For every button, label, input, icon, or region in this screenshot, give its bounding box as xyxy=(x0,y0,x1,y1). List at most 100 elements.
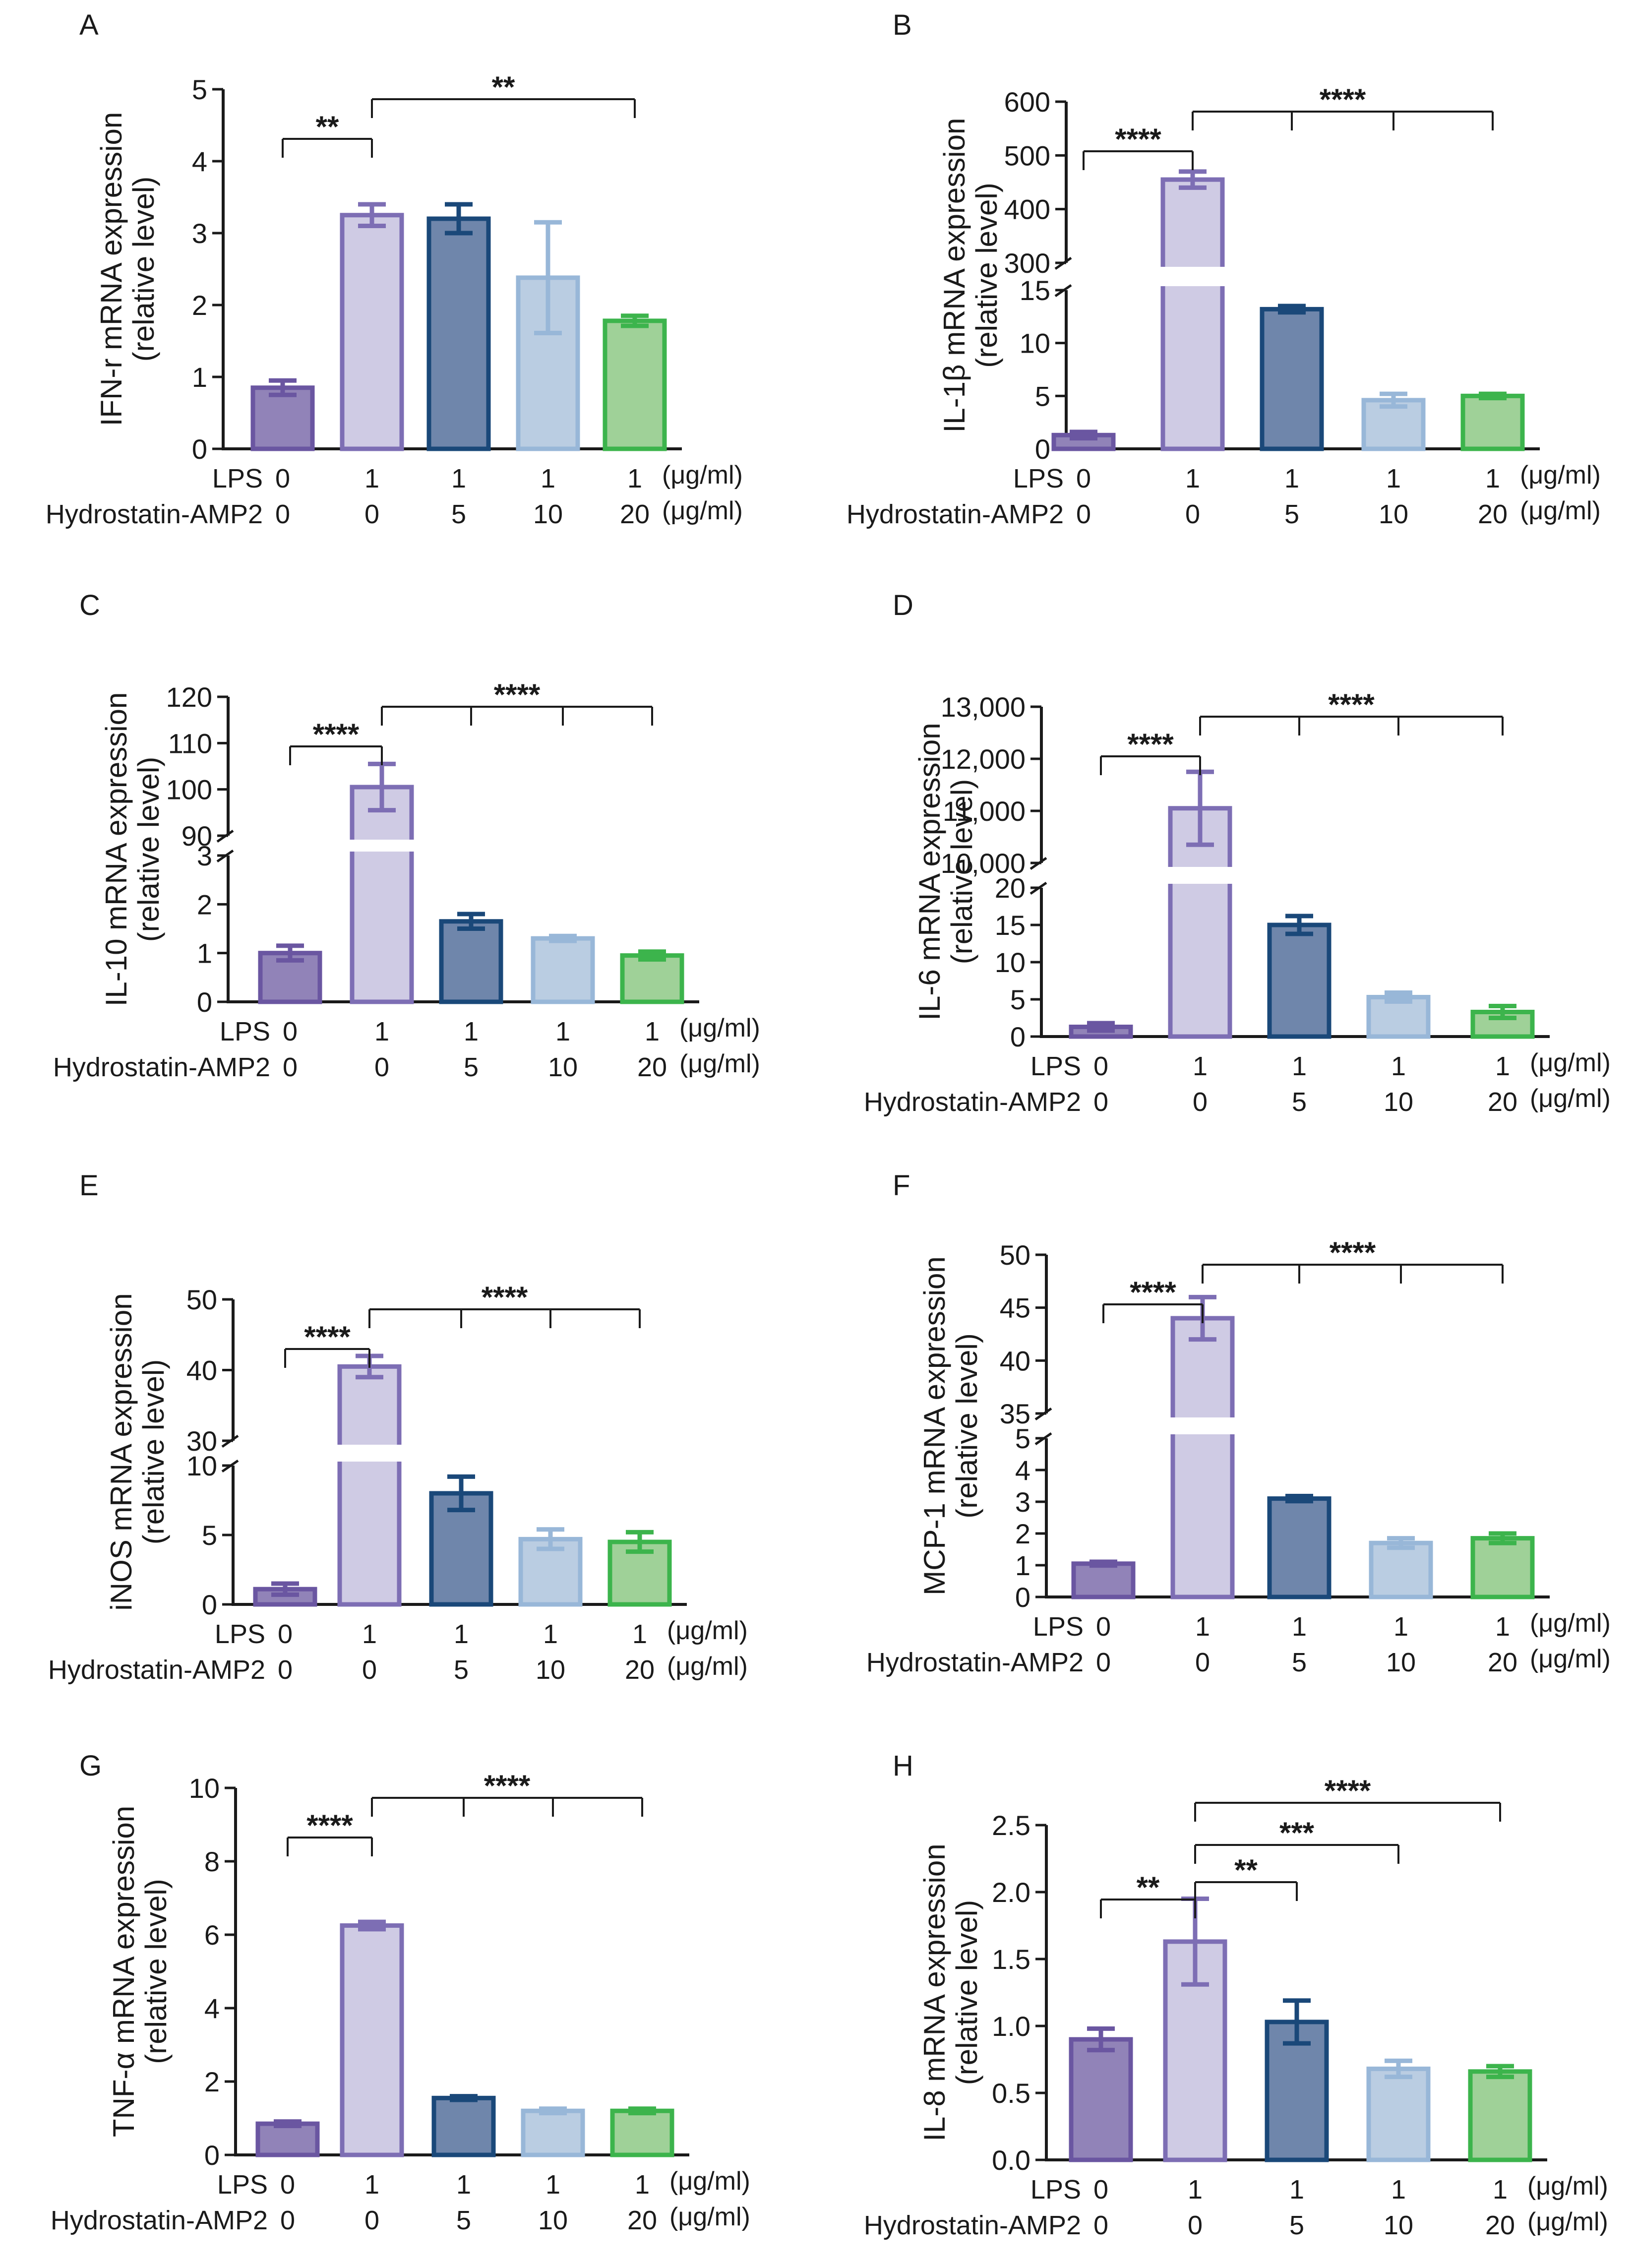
x-tick-label-dose: 5 xyxy=(464,1052,479,1082)
x-tick-label-lps: 1 xyxy=(1193,1051,1208,1081)
y-axis-sublabel: (relative level) xyxy=(945,779,978,964)
y-tick-label: 0.0 xyxy=(992,2145,1030,2176)
x-tick-label-dose: 5 xyxy=(1284,499,1299,529)
y-tick-label: 4 xyxy=(192,146,207,177)
y-tick-label: 2 xyxy=(204,2066,220,2097)
significance-stars: **** xyxy=(1115,123,1161,156)
y-tick-label: 13,000 xyxy=(941,691,1026,723)
y-axis-sublabel: (relative level) xyxy=(132,757,165,942)
significance-stars: **** xyxy=(306,1809,353,1842)
panel-letter: A xyxy=(79,9,99,41)
x-tick-label-lps: 1 xyxy=(1386,464,1401,493)
axis-break-mark xyxy=(221,1459,239,1473)
y-tick-label: 6 xyxy=(204,1919,220,1951)
bar xyxy=(531,936,595,1004)
x-tick-label-dose: 0 xyxy=(364,2206,379,2235)
y-tick-label: 5 xyxy=(202,1520,217,1551)
x-unit-label-dose: (μg/ml) xyxy=(662,496,743,525)
y-tick-label: 400 xyxy=(1004,194,1050,225)
x-unit-label-dose: (μg/ml) xyxy=(1530,1084,1611,1113)
x-unit-label-lps: (μg/ml) xyxy=(1520,461,1601,490)
y-axis-label: TNF-α mRNA expression xyxy=(107,1806,140,2137)
x-tick-label-dose: 10 xyxy=(536,1655,565,1685)
bar xyxy=(1366,2066,1431,2162)
y-tick-label: 0 xyxy=(197,986,212,1018)
panel-letter: D xyxy=(893,589,913,621)
x-tick-label-lps: 1 xyxy=(1188,2175,1203,2205)
y-tick-label: 40 xyxy=(186,1355,217,1386)
x-tick-label-dose: 5 xyxy=(454,1655,469,1685)
x-tick-label-dose: 10 xyxy=(1379,499,1408,529)
x-tick-label-dose: 5 xyxy=(1289,2210,1304,2240)
x-tick-label-dose: 0 xyxy=(1096,1648,1111,1677)
x-tick-label-dose: 10 xyxy=(538,2206,568,2235)
x-unit-label-lps: (μg/ml) xyxy=(1530,1048,1611,1077)
x-unit-label-dose: (μg/ml) xyxy=(667,1652,748,1681)
x-tick-label-dose: 0 xyxy=(278,1655,293,1685)
significance-stars: **** xyxy=(1127,728,1174,761)
y-tick-label: 8 xyxy=(204,1846,220,1877)
significance-stars: *** xyxy=(1279,1816,1315,1849)
y-tick-label: 10 xyxy=(186,1450,217,1481)
x-tick-label-lps: 1 xyxy=(464,1017,479,1046)
significance-stars: **** xyxy=(1130,1276,1176,1309)
x-tick-label-dose: 20 xyxy=(1478,499,1508,529)
bar xyxy=(1069,2037,1133,2162)
panel-b: B IL-1β mRNA expression(relative level) 0 5… xyxy=(847,9,1601,529)
panel-letter: E xyxy=(79,1169,99,1202)
x-unit-label-dose: (μg/ml) xyxy=(1527,2207,1608,2236)
y-tick-label: 2 xyxy=(1015,1518,1030,1549)
y-tick-label: 35 xyxy=(1000,1398,1030,1429)
bar xyxy=(1267,922,1331,1039)
axis-break-mark xyxy=(1029,857,1047,870)
y-tick-label: 20 xyxy=(995,872,1026,904)
x-unit-label-lps: (μg/ml) xyxy=(662,461,743,490)
x-tick-label-dose: 10 xyxy=(548,1052,578,1082)
panel-letter: H xyxy=(893,1750,913,1782)
y-tick-label: 12,000 xyxy=(941,743,1026,775)
bar xyxy=(620,953,684,1004)
y-tick-label: 1 xyxy=(192,362,207,393)
x-unit-label-dose: (μg/ml) xyxy=(669,2203,750,2231)
x-tick-label-dose: 10 xyxy=(1386,1648,1416,1677)
y-tick-label: 3 xyxy=(192,218,207,249)
axis-break-mark xyxy=(216,849,234,863)
y-tick-label: 0 xyxy=(1015,1582,1030,1613)
y-tick-label: 15 xyxy=(1020,275,1050,306)
x-unit-label-lps: (μg/ml) xyxy=(669,2167,750,2196)
bar xyxy=(1267,1496,1331,1599)
x-tick-label-dose: 0 xyxy=(280,2206,295,2235)
y-axis-sublabel: (relative level) xyxy=(137,1359,170,1544)
bar-break-gap xyxy=(348,840,416,852)
x-row-label-lps: LPS xyxy=(212,464,263,493)
y-tick-label: 0 xyxy=(1035,433,1050,465)
y-tick-label: 4 xyxy=(204,1993,220,2024)
x-tick-label-lps: 1 xyxy=(545,2170,560,2200)
x-tick-label-dose: 20 xyxy=(625,1655,655,1685)
y-tick-label: 40 xyxy=(1000,1345,1030,1376)
bar xyxy=(255,2121,320,2157)
x-row-label-lps: LPS xyxy=(217,2170,268,2200)
x-tick-label-dose: 20 xyxy=(1488,1648,1517,1677)
x-unit-label-dose: (μg/ml) xyxy=(1520,496,1601,525)
x-tick-label-dose: 20 xyxy=(1485,2210,1515,2240)
y-axis-sublabel: (relative level) xyxy=(127,177,160,362)
panel-d: D IL-6 mRNA expression(relative level) 0 5 1… xyxy=(864,589,1611,1117)
y-tick-label: 10 xyxy=(189,1773,220,1804)
y-tick-label: 90 xyxy=(182,820,212,852)
y-tick-label: 110 xyxy=(168,728,212,759)
bar xyxy=(340,213,404,451)
significance-stars: ** xyxy=(1234,1853,1258,1887)
x-tick-label-lps: 1 xyxy=(1195,1612,1210,1642)
bar-break-gap xyxy=(1159,267,1226,286)
axis-break-mark xyxy=(1034,1407,1052,1421)
bar xyxy=(350,785,414,1004)
bar xyxy=(1369,1540,1433,1599)
x-tick-label-dose: 5 xyxy=(1292,1087,1307,1117)
significance-stars: **** xyxy=(484,1769,531,1802)
y-axis-sublabel: (relative level) xyxy=(950,1333,983,1518)
bar xyxy=(610,2108,674,2157)
significance-stars: **** xyxy=(304,1320,351,1353)
panel-letter: F xyxy=(893,1169,910,1202)
